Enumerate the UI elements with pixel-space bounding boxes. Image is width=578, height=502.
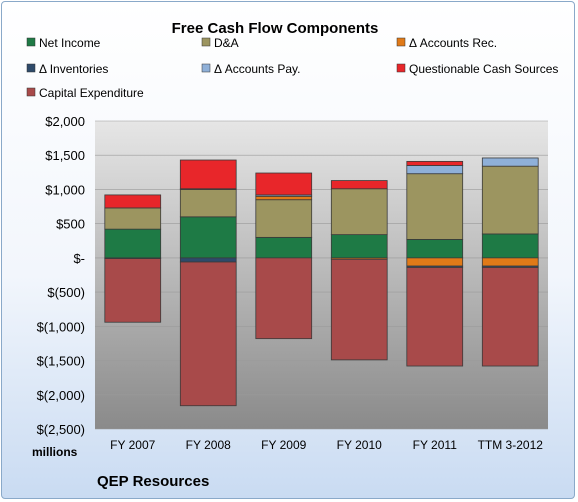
- gridlines: [95, 120, 548, 430]
- x-tick-label: FY 2007: [110, 438, 155, 452]
- bar-delta-accounts-rec: [406, 257, 464, 267]
- legend-label-delta-accounts-pay: Δ Accounts Pay.: [214, 62, 301, 76]
- bar-questionable-cash-sources: [255, 172, 313, 196]
- bar-net-income: [179, 216, 237, 259]
- bar-net-income: [330, 234, 388, 259]
- y-tick-label: $(1,500): [37, 354, 85, 369]
- bar-capital-expenditure: [104, 258, 162, 323]
- bar-questionable-cash-sources: [179, 159, 237, 190]
- bar-capital-expenditure: [406, 267, 464, 367]
- legend-label-delta-accounts-rec: Δ Accounts Rec.: [409, 36, 497, 50]
- y-axis-unit-label: millions: [32, 445, 78, 459]
- x-tick-label: TTM 3-2012: [478, 438, 544, 452]
- legend-label-net-income: Net Income: [39, 36, 101, 50]
- bar-d-a: [406, 173, 464, 240]
- y-tick-label: $1,000: [45, 182, 85, 197]
- bar-d-a: [330, 188, 388, 236]
- bar-delta-accounts-pay: [406, 165, 464, 175]
- x-tick-label: FY 2010: [337, 438, 382, 452]
- legend-label-delta-inventories: Δ Inventories: [39, 62, 108, 76]
- bar-delta-accounts-pay: [481, 157, 539, 167]
- y-tick-label: $(1,000): [37, 319, 85, 334]
- bar-capital-expenditure: [255, 257, 313, 340]
- legend-swatch-d-a: [201, 37, 211, 47]
- bars: [104, 157, 539, 407]
- bar-capital-expenditure: [179, 261, 237, 407]
- bar-d-a: [179, 189, 237, 218]
- y-tick-label: $1,500: [45, 148, 85, 163]
- bar-net-income: [255, 236, 313, 259]
- bar-questionable-cash-sources: [406, 160, 464, 166]
- x-tick-label: FY 2009: [261, 438, 306, 452]
- plot-area: [95, 121, 548, 429]
- legend-label-questionable-cash-sources: Questionable Cash Sources: [409, 62, 558, 76]
- bar-capital-expenditure: [481, 267, 539, 367]
- legend-swatch-questionable-cash-sources: [396, 63, 406, 73]
- y-tick-label: $(2,500): [37, 422, 85, 437]
- bar-delta-inventories: [179, 257, 237, 263]
- bar-d-a: [104, 207, 162, 230]
- legend-swatch-capital-expenditure: [26, 87, 36, 97]
- x-tick-label: FY 2008: [186, 438, 231, 452]
- legend-label-d-a: D&A: [214, 36, 239, 50]
- y-tick-label: $-: [73, 251, 85, 266]
- bar-d-a: [255, 199, 313, 238]
- legend-swatch-delta-accounts-pay: [201, 63, 211, 73]
- legend-label-capital-expenditure: Capital Expenditure: [39, 86, 144, 100]
- bar-net-income: [481, 233, 539, 259]
- legend: Net Income D&A Δ Accounts Rec. Δ Inventorie…: [26, 36, 558, 100]
- footer-company-name: QEP Resources: [97, 473, 209, 490]
- y-tick-label: $2,000: [45, 114, 85, 129]
- legend-swatch-delta-accounts-rec: [396, 37, 406, 47]
- bar-delta-accounts-rec: [255, 195, 313, 201]
- bar-capital-expenditure: [330, 258, 388, 361]
- x-tick-labels: FY 2007 FY 2008 FY 2009 FY 2010 FY 2011 TTM 3…: [110, 438, 543, 452]
- bar-questionable-cash-sources: [330, 180, 388, 190]
- bar-net-income: [406, 239, 464, 259]
- bar-questionable-cash-sources: [104, 194, 162, 209]
- y-tick-labels: $2,000 $1,500 $1,000 $500 $- $(500) $(1,000) $(…: [37, 114, 85, 437]
- y-tick-label: $500: [56, 217, 85, 232]
- bar-net-income: [104, 228, 162, 259]
- x-tick-label: FY 2011: [413, 438, 458, 452]
- chart-title: Free Cash Flow Components: [172, 20, 379, 37]
- y-tick-label: $(2,000): [37, 388, 85, 403]
- legend-swatch-net-income: [26, 37, 36, 47]
- bar-d-a: [481, 165, 539, 235]
- bar-delta-accounts-rec: [481, 257, 539, 267]
- y-tick-label: $(500): [47, 285, 85, 300]
- legend-swatch-delta-inventories: [26, 63, 36, 73]
